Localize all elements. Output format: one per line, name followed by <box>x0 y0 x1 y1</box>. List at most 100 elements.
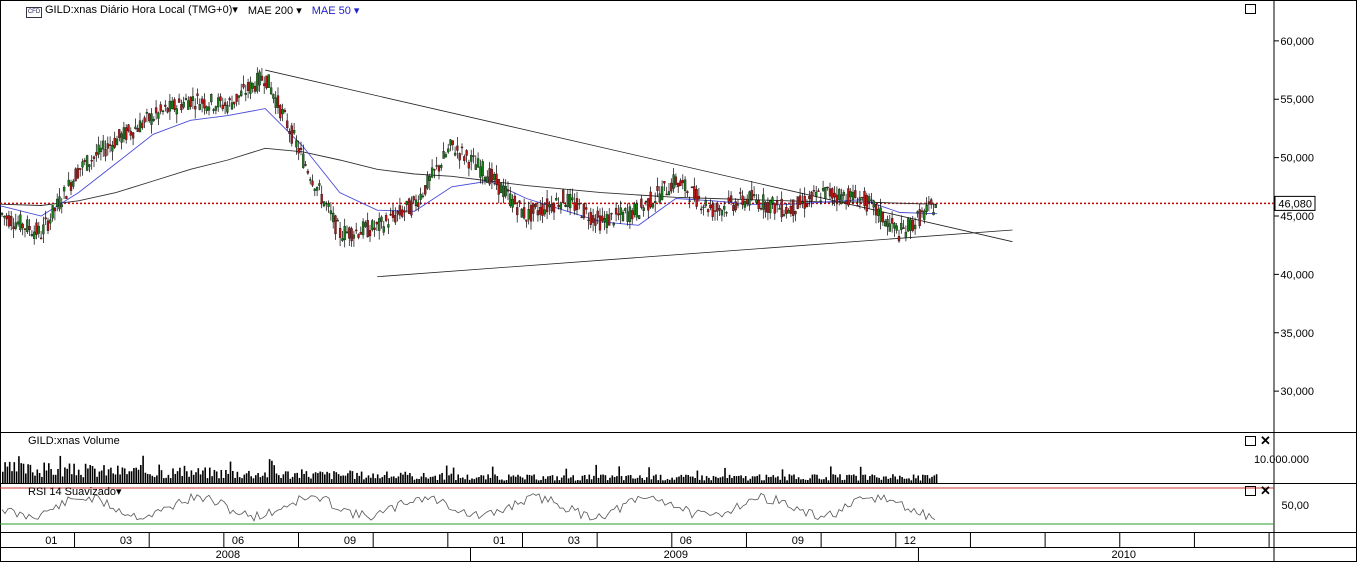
volume-bar <box>512 475 515 483</box>
volume-bar <box>908 478 910 483</box>
candle-body <box>150 113 153 125</box>
volume-bar <box>160 470 163 483</box>
volume-bar <box>176 471 179 483</box>
chart-header: CFD GILD:xnas Diário Hora Local (TMG+0)▾ … <box>26 3 359 18</box>
symbol-selector[interactable]: CFD GILD:xnas Diário Hora Local (TMG+0)▾ <box>26 3 238 18</box>
candle-body <box>603 218 606 222</box>
volume-bar <box>675 477 678 483</box>
candle-body <box>72 180 75 187</box>
volume-bar <box>307 476 310 483</box>
volume-bar <box>673 479 676 483</box>
volume-bar <box>48 463 50 483</box>
candle-body <box>633 203 636 215</box>
candle-body <box>757 200 760 209</box>
candle-body <box>702 206 705 209</box>
rsi-close-icon[interactable]: ✕ <box>1260 483 1271 498</box>
candle-body <box>304 164 307 166</box>
candle-body <box>495 173 498 185</box>
volume-bar <box>611 475 614 483</box>
cfd-logo-icon: CFD <box>26 7 42 18</box>
candle-body <box>235 93 238 102</box>
volume-bar <box>790 475 793 483</box>
volume-bar <box>648 467 650 483</box>
candle-body <box>106 143 109 149</box>
candle-body <box>670 182 673 192</box>
volume-bar <box>698 479 701 483</box>
volume-bar <box>128 471 131 483</box>
volume-bar <box>735 476 738 483</box>
candle-body <box>587 219 590 222</box>
volume-bar <box>15 471 18 483</box>
candle-body <box>226 104 229 113</box>
candle-body <box>764 202 767 213</box>
month-tick-label: 01 <box>493 535 505 547</box>
volume-bar <box>853 474 855 483</box>
candle-body <box>366 220 369 238</box>
volume-bar <box>169 478 172 483</box>
candle-body <box>219 96 222 101</box>
candle-body <box>281 109 284 115</box>
candle-body <box>706 209 710 213</box>
volume-bar <box>623 480 625 483</box>
volume-bar <box>494 474 496 483</box>
candle-body <box>649 191 652 208</box>
volume-bar <box>832 474 834 483</box>
candle-body <box>0 213 4 215</box>
rsi-pane-title[interactable]: RSI 14 Suavizado▾ <box>28 486 122 498</box>
volume-bar <box>110 467 112 483</box>
volume-bar <box>498 479 501 483</box>
volume-bar <box>604 475 607 483</box>
volume-bar <box>554 480 556 483</box>
volume-bar <box>876 477 878 483</box>
candle-body <box>879 207 882 222</box>
volume-close-icon[interactable]: ✕ <box>1260 433 1271 448</box>
candle-body <box>164 104 167 107</box>
candle-body <box>173 99 176 110</box>
rsi-maximize-icon[interactable] <box>1245 486 1256 496</box>
candle-body <box>127 124 130 132</box>
candle-body <box>667 191 671 196</box>
volume-bar <box>381 477 384 483</box>
candle-body <box>240 90 243 97</box>
volume-bar <box>784 476 786 483</box>
volume-bar <box>848 474 850 483</box>
candle-body <box>102 140 105 150</box>
volume-bar <box>130 471 133 483</box>
volume-bar <box>213 469 216 483</box>
volume-bar <box>830 466 832 483</box>
trendline-upper <box>265 69 1013 243</box>
month-tick-label: 09 <box>792 535 804 547</box>
candle-body <box>663 180 666 184</box>
candle-body <box>580 216 583 219</box>
candle-body <box>421 195 425 198</box>
volume-bar <box>386 471 388 483</box>
volume-bar <box>452 467 455 483</box>
volume-bar <box>636 477 639 483</box>
volume-bar <box>551 475 554 483</box>
candle-body <box>332 212 335 223</box>
volume-bar <box>777 476 779 483</box>
candle-body <box>187 100 190 110</box>
candle-body <box>755 199 758 203</box>
ma200-selector[interactable]: MAE 200 ▾ <box>247 5 302 17</box>
volume-bar <box>45 470 48 483</box>
volume-bar <box>436 479 439 483</box>
volume-bar <box>744 476 747 483</box>
candle-body <box>56 198 59 207</box>
volume-bar <box>395 478 397 483</box>
volume-bar <box>123 468 126 483</box>
volume-bar <box>740 475 742 483</box>
volume-bar <box>869 476 871 483</box>
candle-body <box>911 220 914 231</box>
volume-bar <box>66 468 68 483</box>
volume-maximize-icon[interactable] <box>1245 436 1256 446</box>
maximize-icon[interactable] <box>1245 4 1256 14</box>
candle-body <box>732 205 735 212</box>
candle-body <box>230 102 234 110</box>
candle-body <box>557 205 560 208</box>
candle-body <box>895 225 898 231</box>
ma50-selector[interactable]: MAE 50 ▾ <box>311 5 360 17</box>
volume-bar <box>924 475 926 483</box>
candle-body <box>152 119 155 121</box>
volume-bar <box>91 466 94 483</box>
